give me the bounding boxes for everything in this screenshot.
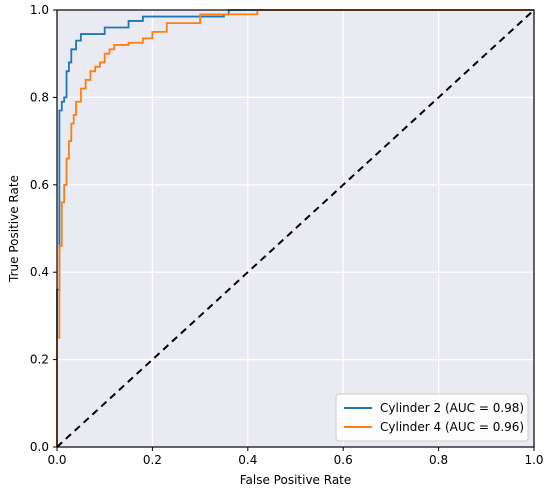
x-tick-label: 1.0: [524, 453, 543, 467]
plot-frame: [56, 9, 535, 448]
x-tick-label: 0.4: [238, 453, 257, 467]
y-tick-label: 0.8: [30, 90, 49, 104]
x-tick-label: 0.8: [429, 453, 448, 467]
roc-curve-series-1: [56, 9, 534, 447]
grid-lines: [56, 9, 535, 448]
legend-entry: Cylinder 4 (AUC = 0.96): [380, 420, 524, 434]
x-tick-label: 0.2: [143, 453, 162, 467]
y-axis-label: True Positive Rate: [7, 175, 21, 283]
x-tick-label: 0.6: [334, 453, 353, 467]
plot-background: [57, 10, 534, 447]
legend-box: [335, 393, 529, 442]
x-axis-label: False Positive Rate: [240, 473, 352, 487]
y-tick-label: 0.0: [30, 440, 49, 454]
y-tick-label: 0.4: [30, 265, 49, 279]
roc-curve-series-2: [56, 9, 534, 447]
y-tick-label: 0.2: [30, 353, 49, 367]
ticks-layer: 0.0 0.2 0.4 0.6 0.8 1.0 0.0 0.2 0.4 0.6 0.8 1.0: [30, 3, 544, 467]
y-tick-label: 0.6: [30, 178, 49, 192]
legend-entry: Cylinder 2 (AUC = 0.98): [380, 401, 524, 415]
legend: Cylinder 2 (AUC = 0.98) Cylinder 4 (AUC =…: [335, 393, 529, 442]
x-tick-label: 0.0: [47, 453, 66, 467]
y-tick-label: 1.0: [30, 3, 49, 17]
series-layer: [56, 9, 535, 448]
